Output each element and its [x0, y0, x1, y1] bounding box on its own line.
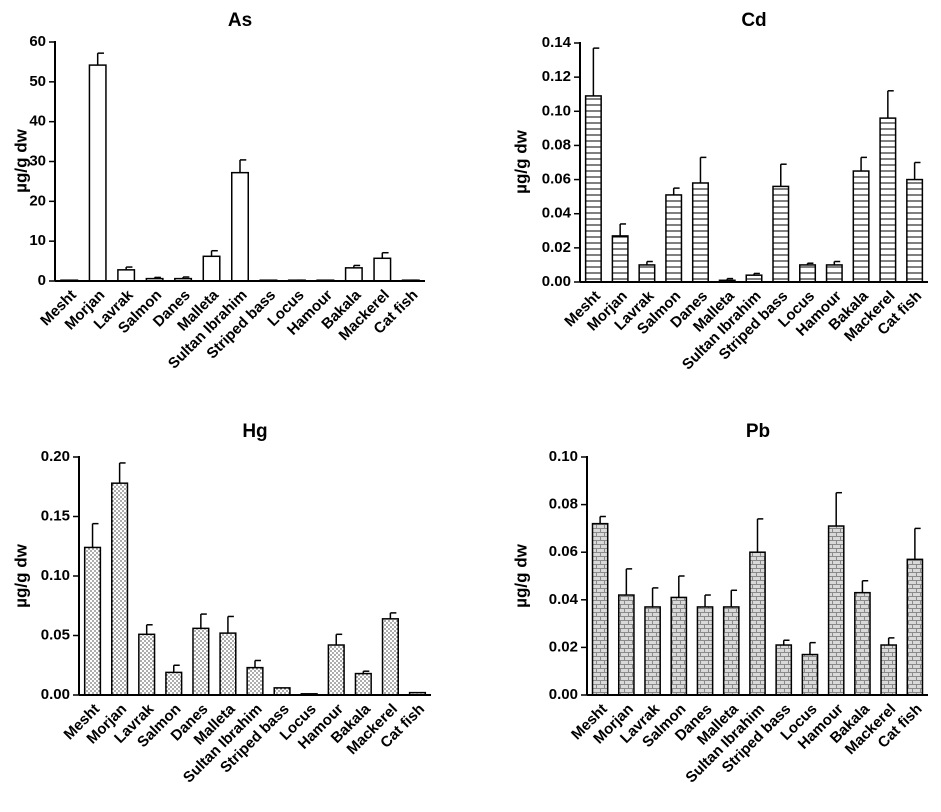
y-tick-label: 0.08 — [542, 136, 571, 153]
bar-lavrak — [638, 264, 656, 283]
y-tick-label: 10 — [29, 232, 46, 249]
y-tick-label: 0.20 — [41, 448, 70, 465]
bar-salmon — [670, 596, 688, 696]
y-tick-label: 30 — [29, 152, 46, 169]
bar-lavrak — [644, 606, 661, 696]
bar-striped-bass — [273, 687, 291, 696]
y-tick-label: 20 — [29, 192, 46, 209]
y-axis-label: µg/g dw — [11, 543, 30, 607]
bar-danes — [691, 182, 709, 283]
y-tick-label: 0.05 — [41, 626, 70, 643]
bar-salmon — [665, 194, 683, 283]
bar-bakala — [344, 267, 363, 282]
y-tick-label: 0.14 — [542, 34, 572, 51]
y-tick-label: 0.02 — [549, 638, 578, 655]
y-tick-label: 0.10 — [41, 567, 70, 584]
y-tick-label: 0.06 — [549, 543, 578, 560]
bar-lavrak — [138, 633, 156, 696]
bar-lavrak — [117, 269, 136, 282]
chart-title: Hg — [242, 421, 267, 442]
chart-title: Pb — [746, 421, 770, 442]
chart-title: As — [228, 10, 252, 31]
bar-bakala — [852, 170, 870, 283]
bar-cat-fish — [906, 558, 924, 696]
bar-striped-bass — [772, 185, 790, 283]
bar-mesht — [584, 95, 602, 283]
bar-cat-fish — [906, 178, 924, 283]
bar-morjan — [111, 482, 129, 696]
y-tick-label: 0.00 — [542, 273, 571, 290]
y-tick-label: 60 — [29, 33, 46, 50]
bar-sultan-ibrahim — [230, 171, 250, 282]
y-tick-label: 40 — [29, 113, 46, 130]
y-tick-label: 0.08 — [549, 496, 578, 513]
bar-mackerel — [879, 117, 897, 283]
y-tick-label: 0.10 — [542, 102, 571, 119]
bar-malleta — [722, 606, 740, 696]
bar-sultan-ibrahim — [246, 666, 264, 696]
bar-bakala — [854, 591, 871, 696]
bar-bakala — [354, 672, 372, 696]
bar-hamour — [827, 525, 845, 696]
bar-mackerel — [381, 618, 399, 696]
bar-danes — [192, 627, 210, 696]
bar-locus — [799, 264, 817, 283]
y-tick-label: 0.04 — [542, 205, 572, 222]
bar-sultan-ibrahim — [745, 274, 763, 283]
bar-sultan-ibrahim — [749, 551, 766, 696]
y-tick-label: 50 — [29, 73, 46, 90]
bar-morjan — [88, 64, 107, 282]
bar-danes — [696, 606, 714, 696]
y-axis-label: µg/g dw — [11, 128, 30, 192]
bar-mesht — [591, 522, 609, 696]
bar-hamour — [825, 264, 843, 283]
bar-malleta — [219, 632, 237, 696]
bar-mackerel — [880, 644, 898, 696]
y-axis-label: µg/g dw — [511, 129, 530, 193]
bar-morjan — [611, 235, 629, 283]
bar-hamour — [327, 644, 345, 696]
y-tick-label: 0.02 — [542, 239, 571, 256]
bar-malleta — [202, 255, 221, 282]
y-tick-label: 0.06 — [542, 171, 571, 188]
y-tick-label: 0.00 — [549, 686, 578, 703]
y-tick-label: 0 — [38, 272, 46, 289]
y-tick-label: 0.12 — [542, 68, 571, 85]
bar-striped-bass — [775, 644, 793, 696]
bar-mesht — [83, 546, 102, 696]
y-axis-label: µg/g dw — [511, 543, 530, 607]
bar-morjan — [617, 594, 635, 696]
y-tick-label: 0.10 — [549, 448, 578, 465]
y-tick-label: 0.04 — [549, 591, 579, 608]
y-tick-label: 0.00 — [41, 686, 70, 703]
bar-locus — [801, 653, 819, 696]
bar-mackerel — [373, 257, 392, 282]
y-tick-label: 0.15 — [41, 507, 70, 524]
chart-panel-cd: Cd µg/g dw 0.00 0.02 0.04 0.06 0.08 0.10 0.12 0.1… — [511, 10, 928, 373]
bar-salmon — [165, 671, 183, 696]
chart-title: Cd — [741, 10, 766, 31]
